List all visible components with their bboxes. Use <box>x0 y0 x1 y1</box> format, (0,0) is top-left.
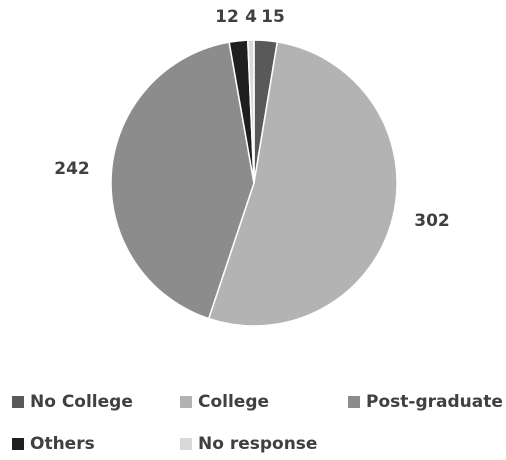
legend-label-post-graduate: Post-graduate <box>366 392 503 412</box>
data-label-post-graduate: 242 <box>54 159 90 179</box>
data-label-college: 302 <box>414 211 450 231</box>
pie-slice-college <box>207 41 398 327</box>
legend-label-no-college: No College <box>30 392 133 412</box>
pie-data-labels: 15 302 242 12 4 <box>54 7 450 231</box>
legend-item-others: Others <box>12 434 95 454</box>
data-label-no-response: 4 <box>245 7 257 27</box>
legend-label-others: Others <box>30 434 95 454</box>
legend-item-no-college: No College <box>12 392 133 412</box>
legend-item-no-response: No response <box>180 434 317 454</box>
legend-swatch-no-response <box>180 438 192 450</box>
legend-label-no-response: No response <box>198 434 318 454</box>
pie-slices <box>110 39 398 327</box>
legend-item-college: College <box>180 392 269 412</box>
legend-label-college: College <box>198 392 270 412</box>
legend-swatch-others <box>12 438 24 450</box>
legend-swatch-no-college <box>12 396 24 408</box>
pie-slice-no-response <box>246 39 255 184</box>
legend-swatch-post-graduate <box>348 396 360 408</box>
pie-slice-post-graduate <box>110 41 255 320</box>
chart-legend: No College College Post-graduate Others … <box>12 390 506 460</box>
legend-swatch-college <box>180 396 192 408</box>
legend-item-post-graduate: Post-graduate <box>348 392 503 412</box>
data-label-others: 12 <box>215 7 239 27</box>
data-label-no-college: 15 <box>261 7 285 27</box>
